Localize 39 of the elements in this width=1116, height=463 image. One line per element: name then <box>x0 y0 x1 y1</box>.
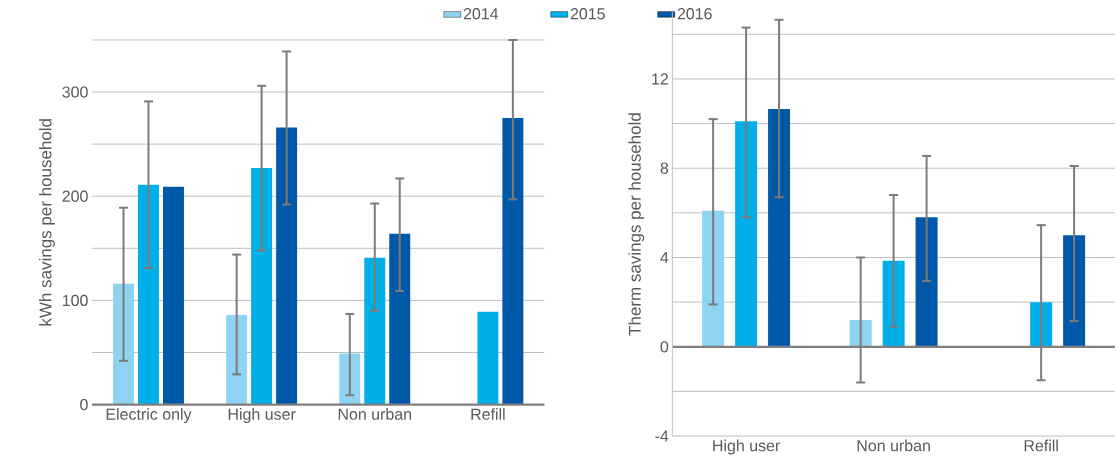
bar <box>364 257 386 405</box>
x-tick-label: High user <box>713 439 781 455</box>
y-tick-label: 0 <box>80 399 88 411</box>
bar <box>251 168 273 405</box>
bar <box>226 315 248 405</box>
legend-label: 2016 <box>677 8 712 20</box>
x-tick-label: Electric only <box>106 408 192 424</box>
legend-label: 2014 <box>463 8 499 20</box>
bar <box>735 121 758 348</box>
x-tick-label: Refill <box>1024 439 1058 452</box>
bar <box>1030 302 1053 348</box>
bar <box>502 118 524 405</box>
y-tick-label: -4 <box>655 430 669 442</box>
bar <box>339 353 361 405</box>
x-tick-label: Refill <box>471 408 505 421</box>
bar <box>276 127 298 405</box>
bar <box>113 283 135 405</box>
y-tick-label: 300 <box>62 86 88 98</box>
y-tick-label: 200 <box>62 190 88 203</box>
x-tick-label: Non urban <box>857 439 930 452</box>
y-tick-label: 0 <box>660 341 669 353</box>
bar <box>138 185 159 405</box>
bar <box>882 261 905 348</box>
x-tick-label: High user <box>228 408 296 424</box>
bar <box>915 217 938 348</box>
y-axis-title: kWh savings per household <box>39 119 55 326</box>
y-axis-title: Therm savings per household <box>628 113 645 336</box>
y-tick-label: 12 <box>652 73 669 85</box>
bar <box>702 210 725 348</box>
x-tick-label: Non urban <box>338 408 412 421</box>
legend-label: 2015 <box>570 8 605 20</box>
bar <box>1063 235 1086 348</box>
bar <box>389 233 411 405</box>
y-tick-label: 4 <box>660 252 669 264</box>
bar <box>768 109 791 348</box>
y-tick-label: 100 <box>62 294 88 307</box>
bar <box>477 312 499 405</box>
y-tick-label: 8 <box>660 162 669 175</box>
bar <box>162 187 184 405</box>
